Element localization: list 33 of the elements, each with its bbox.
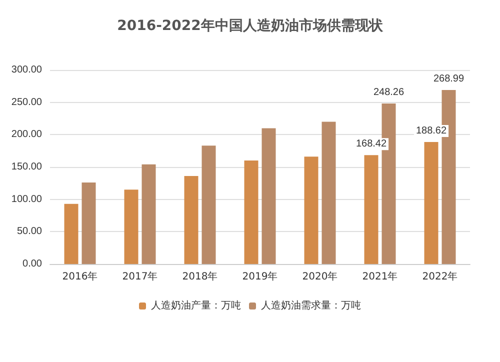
bar (364, 155, 378, 264)
bar (322, 122, 336, 264)
data-label: 248.26 (373, 86, 404, 98)
x-tick-label: 2022年 (422, 270, 458, 282)
y-tick-label: 300.00 (11, 64, 42, 76)
data-label: 188.62 (416, 126, 447, 137)
y-tick-label: 250.00 (11, 96, 42, 108)
x-tick-label: 2018年 (182, 270, 218, 282)
x-tick-label: 2021年 (362, 270, 398, 282)
legend-label: 人造奶油需求量：万吨 (261, 300, 361, 312)
legend-label: 人造奶油产量：万吨 (151, 300, 241, 312)
x-tick-label: 2020年 (302, 270, 338, 282)
x-tick-label: 2017年 (122, 270, 158, 282)
bar (184, 176, 198, 264)
y-tick-label: 50.00 (16, 226, 42, 238)
y-tick-label: 0.00 (22, 258, 42, 270)
bar (304, 156, 318, 264)
bar (244, 160, 258, 264)
bar (124, 190, 138, 264)
bar (82, 182, 96, 264)
chart-title: 2016-2022年中国人造奶油市场供需现状 (117, 17, 384, 34)
data-label: 268.99 (433, 74, 464, 85)
y-tick-label: 100.00 (11, 194, 42, 205)
data-label: 168.42 (356, 138, 387, 150)
bar (424, 142, 438, 264)
y-tick-label: 200.00 (11, 129, 42, 140)
bar (64, 204, 78, 264)
x-tick-label: 2019年 (242, 270, 278, 282)
x-tick-label: 2016年 (62, 270, 98, 282)
bar (262, 128, 276, 264)
y-tick-label: 150.00 (11, 162, 42, 172)
bar (142, 164, 156, 264)
bar (202, 146, 216, 264)
